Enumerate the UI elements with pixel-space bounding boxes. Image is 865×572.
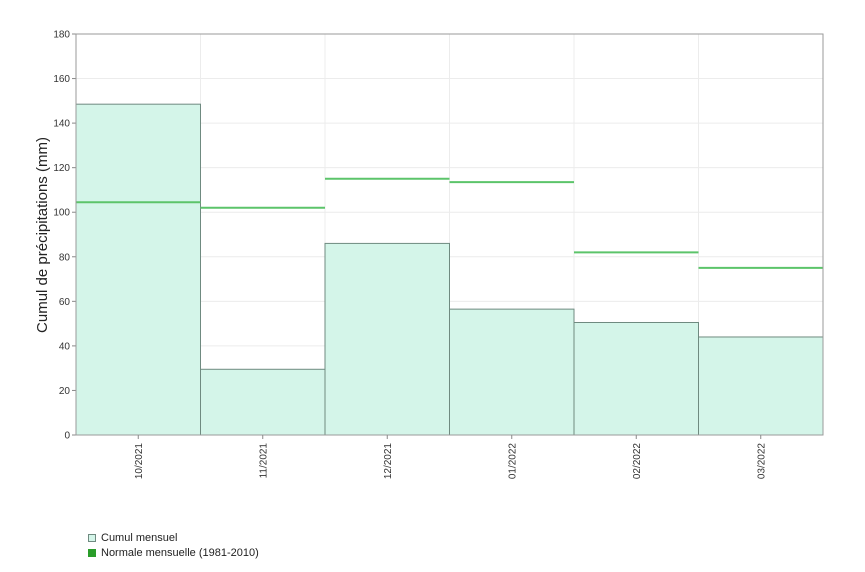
x-tick-labels: 10/2021 11/2021 12/2021 01/2022 02/2022 03/20…: [134, 443, 768, 480]
legend-item-cumul: Cumul mensuel: [88, 530, 259, 545]
legend-swatch-normale: [88, 548, 96, 557]
bar-cumul-mensuel: [573, 321, 699, 436]
y-tick-label: 140: [53, 119, 70, 130]
bar-cumul-mensuel: [200, 368, 326, 436]
y-tick-label: 60: [59, 297, 71, 308]
legend-item-normale: Normale mensuelle (1981-2010): [88, 545, 259, 560]
x-tick-label: 03/2022: [756, 443, 767, 480]
x-tick-label: 10/2021: [134, 443, 145, 480]
axes: [72, 33, 824, 439]
y-tick-label: 180: [53, 30, 70, 41]
bar-cumul-mensuel: [324, 242, 450, 436]
legend-swatch-cumul: [88, 533, 96, 542]
legend: Cumul mensuel Normale mensuelle (1981-20…: [88, 530, 259, 560]
y-tick-label: 100: [53, 208, 70, 219]
bar-cumul-mensuel: [75, 103, 201, 436]
y-tick-label: 80: [59, 252, 71, 263]
x-tick-label: 02/2022: [632, 443, 643, 480]
normal-lines: [76, 177, 823, 269]
x-tick-label: 11/2021: [258, 443, 269, 479]
x-tick-label: 12/2021: [383, 443, 394, 480]
x-tick-label: 01/2022: [507, 443, 518, 480]
legend-label-cumul: Cumul mensuel: [101, 531, 178, 544]
y-tick-labels: 0 20 40 60 80 100 120 140 160 180: [53, 30, 70, 442]
y-tick-label: 20: [59, 386, 71, 397]
y-tick-label: 120: [53, 163, 70, 174]
bar-cumul-mensuel: [698, 336, 824, 436]
y-tick-label: 160: [53, 74, 70, 85]
bar-cumul-mensuel: [449, 308, 575, 436]
y-tick-label: 0: [64, 431, 70, 442]
bars: [75, 103, 824, 436]
plot-frame: [75, 33, 824, 436]
legend-label-normale: Normale mensuelle (1981-2010): [101, 546, 259, 559]
y-tick-label: 40: [59, 341, 71, 352]
y-axis-label: Cumul de précipitations (mm): [34, 137, 51, 333]
